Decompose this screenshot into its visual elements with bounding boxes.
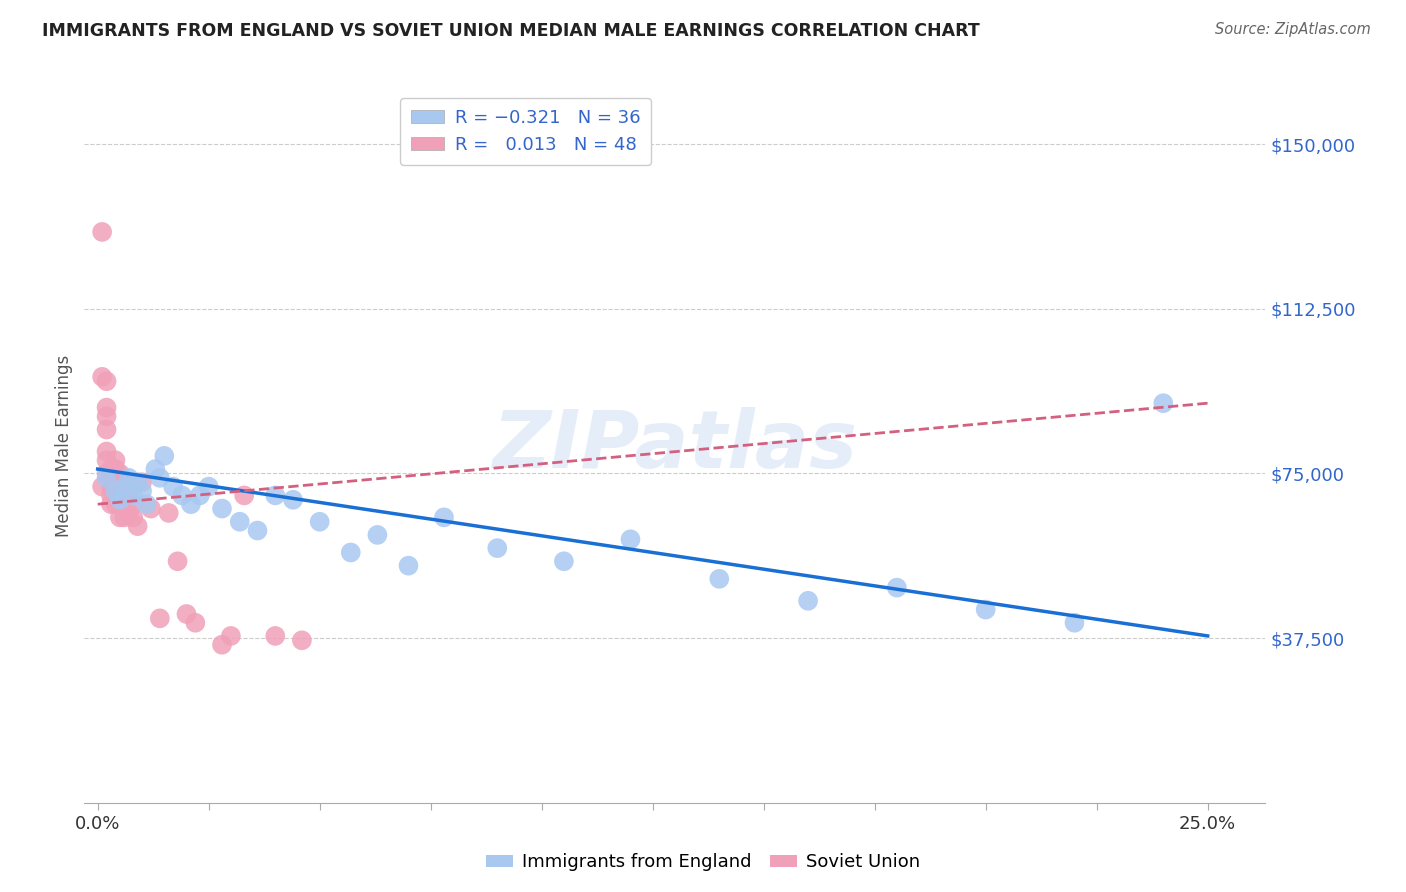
Point [211, 638, 233, 652]
Point [104, 471, 127, 485]
Y-axis label: Median Male Earnings: Median Male Earnings [55, 355, 73, 537]
Point [291, 633, 314, 648]
Point [229, 515, 252, 529]
Point [135, 497, 157, 511]
Point [433, 510, 456, 524]
Point [184, 615, 207, 630]
Text: Source: ZipAtlas.com: Source: ZipAtlas.com [1215, 22, 1371, 37]
Point [112, 483, 135, 498]
Point [157, 506, 180, 520]
Point [100, 480, 122, 494]
Point [246, 524, 269, 538]
Point [104, 462, 127, 476]
Point [153, 449, 176, 463]
Point [91, 369, 114, 384]
Point [166, 554, 188, 568]
Point [108, 492, 131, 507]
Point [162, 480, 184, 494]
Point [122, 488, 145, 502]
Point [118, 506, 141, 520]
Point [197, 480, 219, 494]
Point [112, 475, 135, 490]
Point [104, 497, 127, 511]
Point [127, 519, 149, 533]
Point [100, 488, 122, 502]
Point [886, 581, 908, 595]
Point [96, 409, 118, 424]
Point [1063, 615, 1085, 630]
Point [131, 475, 153, 490]
Point [233, 488, 256, 502]
Point [91, 480, 114, 494]
Point [112, 480, 135, 494]
Point [96, 401, 118, 415]
Point [122, 497, 145, 511]
Point [96, 471, 118, 485]
Point [108, 483, 131, 498]
Point [1152, 396, 1174, 410]
Point [139, 501, 162, 516]
Point [100, 467, 122, 481]
Point [108, 475, 131, 490]
Point [96, 423, 118, 437]
Point [127, 475, 149, 490]
Point [100, 497, 122, 511]
Text: ZIPatlas: ZIPatlas [492, 407, 858, 485]
Point [104, 453, 127, 467]
Point [104, 480, 127, 494]
Point [366, 528, 388, 542]
Point [308, 515, 330, 529]
Point [108, 510, 131, 524]
Point [219, 629, 242, 643]
Point [96, 444, 118, 458]
Point [149, 471, 172, 485]
Point [553, 554, 575, 568]
Point [211, 501, 233, 516]
Point [797, 594, 820, 608]
Point [486, 541, 509, 555]
Point [264, 629, 287, 643]
Point [281, 492, 304, 507]
Point [104, 467, 127, 481]
Point [100, 462, 122, 476]
Point [118, 471, 141, 485]
Point [122, 510, 145, 524]
Legend: Immigrants from England, Soviet Union: Immigrants from England, Soviet Union [479, 847, 927, 879]
Point [176, 607, 198, 621]
Point [104, 483, 127, 498]
Point [91, 225, 114, 239]
Point [100, 471, 122, 485]
Point [108, 492, 131, 507]
Point [398, 558, 420, 573]
Point [118, 488, 141, 502]
Point [170, 488, 193, 502]
Point [619, 533, 641, 547]
Text: IMMIGRANTS FROM ENGLAND VS SOVIET UNION MEDIAN MALE EARNINGS CORRELATION CHART: IMMIGRANTS FROM ENGLAND VS SOVIET UNION … [42, 22, 980, 40]
Point [131, 483, 153, 498]
Point [145, 462, 167, 476]
Point [96, 374, 118, 388]
Point [108, 467, 131, 481]
Point [96, 453, 118, 467]
Point [149, 611, 172, 625]
Point [104, 488, 127, 502]
Point [188, 488, 211, 502]
Point [264, 488, 287, 502]
Point [339, 545, 361, 559]
Point [96, 467, 118, 481]
Point [974, 602, 997, 616]
Point [709, 572, 731, 586]
Point [180, 497, 202, 511]
Legend: R = −0.321   N = 36, R =   0.013   N = 48: R = −0.321 N = 36, R = 0.013 N = 48 [401, 98, 651, 165]
Point [112, 510, 135, 524]
